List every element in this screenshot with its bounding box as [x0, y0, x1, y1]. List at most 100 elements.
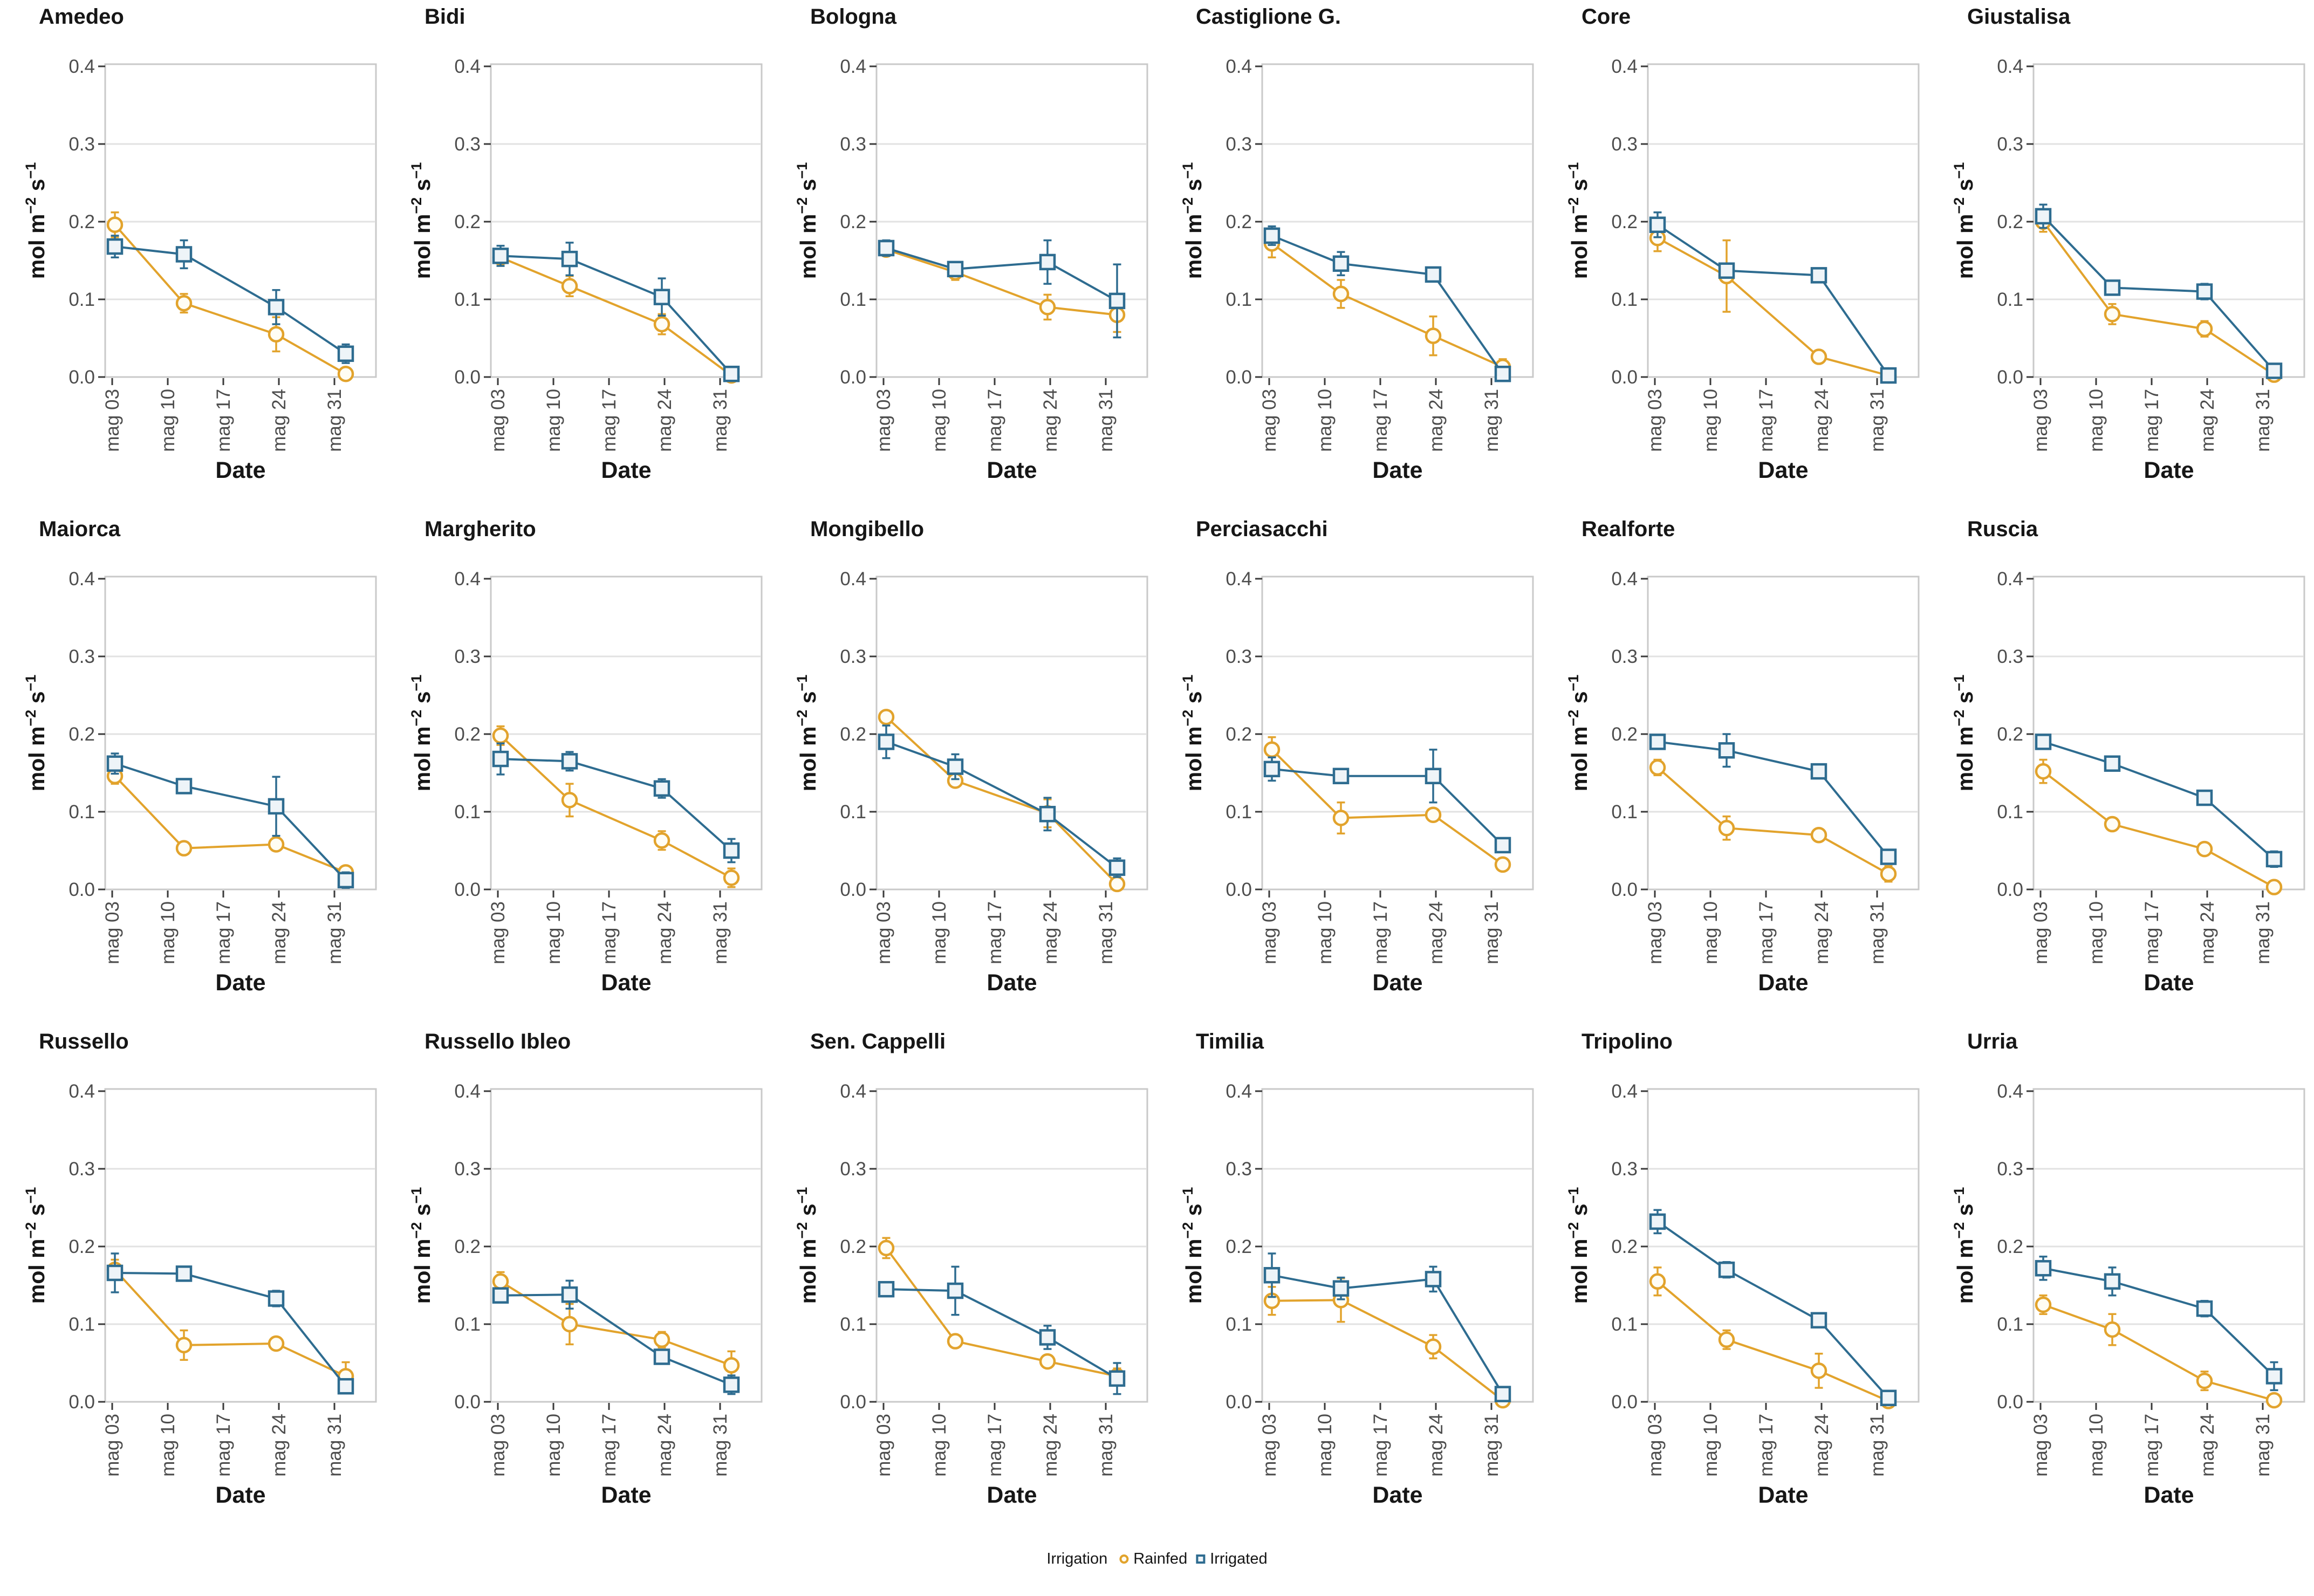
x-tick-label: mag 03: [873, 1414, 894, 1477]
y-tick-label: 0.3: [1611, 1159, 1638, 1180]
y-tick-label: 0.1: [1611, 289, 1638, 310]
rainfed-series: [1649, 758, 1897, 883]
facet-chart: 0.0 0.1 0.2 0.3 0.4 mag 03 mag 10 mag 17 mag 24 m…: [1565, 1030, 1920, 1508]
y-tick-label: 0.4: [69, 56, 95, 77]
irrigated-point: [947, 261, 964, 278]
y-tick-label: 0.0: [454, 367, 481, 388]
facet-giustalisa: 0.0 0.1 0.2 0.3 0.4 mag 03 mag 10 mag 17 mag 24 m…: [1928, 0, 2314, 512]
y-tick-label: 0.1: [840, 802, 866, 823]
irrigated-square-icon: [1196, 1554, 1206, 1564]
irrigated-point: [2035, 734, 2052, 750]
y-tick-label: 0.2: [1997, 1236, 2023, 1257]
x-tick-label: mag 10: [1315, 901, 1336, 964]
y-axis-title: mol m−2 s−1: [1180, 162, 1206, 279]
irrigated-point: [1649, 216, 1666, 234]
y-axis-title: mol m−2 s−1: [408, 1187, 435, 1304]
x-tick-label: mag 03: [1259, 1414, 1280, 1477]
y-tick-label: 0.0: [1997, 879, 2023, 900]
y-tick-label: 0.0: [454, 879, 481, 900]
facet-amedeo: 0.0 0.1 0.2 0.3 0.4 mag 03 mag 10 mag 17 mag 24 m…: [0, 0, 386, 512]
x-tick-label: mag 24: [654, 389, 675, 452]
irrigated-point: [337, 1378, 354, 1395]
irrigated-point: [1425, 1271, 1442, 1287]
irrigated-point: [2265, 362, 2283, 379]
x-tick-label: mag 10: [2086, 389, 2107, 452]
x-tick-label: mag 03: [102, 389, 123, 452]
irrigated-series: [2035, 203, 2283, 379]
legend-item-rainfed: Rainfed: [1119, 1550, 1187, 1568]
rainfed-point: [2104, 306, 2121, 323]
rainfed-point: [1718, 819, 1735, 837]
legend: Irrigation Rainfed Irrigated: [1046, 1550, 1267, 1568]
facet-bologna: 0.0 0.1 0.2 0.3 0.4 mag 03 mag 10 mag 17 mag 24 m…: [771, 0, 1157, 512]
y-axis-title: mol m−2 s−1: [1180, 1187, 1206, 1304]
irrigated-point: [1880, 1389, 1897, 1407]
x-tick-label: mag 17: [1370, 901, 1391, 964]
x-tick-label: mag 10: [1700, 1414, 1721, 1477]
facet-title: Timilia: [1196, 1030, 1264, 1053]
x-tick-label: mag 24: [1040, 901, 1061, 964]
y-tick-label: 0.2: [840, 211, 866, 232]
y-tick-label: 0.1: [69, 1314, 95, 1335]
x-tick-label: mag 10: [1700, 389, 1721, 452]
x-tick-label: mag 17: [984, 901, 1005, 964]
x-tick-label: mag 24: [269, 1414, 290, 1477]
rainfed-point: [1332, 810, 1350, 826]
irrigated-point: [1880, 848, 1897, 865]
y-tick-label: 0.4: [840, 568, 866, 590]
rainfed-point: [492, 1273, 509, 1290]
irrigated-point: [175, 246, 193, 263]
irrigated-point: [1425, 768, 1442, 785]
rainfed-series: [492, 1271, 740, 1380]
x-tick-label: mag 24: [1040, 1414, 1061, 1477]
rainfed-point: [878, 1239, 895, 1257]
x-tick-label: mag 03: [102, 1414, 123, 1477]
x-tick-label: mag 17: [1756, 901, 1777, 964]
x-tick-label: mag 10: [929, 901, 950, 964]
irrigated-point: [2196, 283, 2213, 300]
irrigated-point: [492, 1287, 509, 1304]
y-tick-label: 0.3: [840, 1159, 866, 1180]
irrigated-point: [1718, 262, 1735, 279]
facet-title: Ruscia: [1967, 517, 2038, 541]
x-tick-label: mag 31: [1867, 901, 1888, 964]
x-tick-label: mag 31: [2253, 901, 2274, 964]
facet-title: Maiorca: [39, 517, 121, 541]
irrigated-point: [723, 842, 740, 859]
y-tick-label: 0.0: [1226, 367, 1252, 388]
y-tick-label: 0.3: [454, 1159, 481, 1180]
y-tick-label: 0.3: [1997, 646, 2023, 667]
y-tick-label: 0.3: [1611, 134, 1638, 155]
y-tick-label: 0.3: [69, 646, 95, 667]
y-tick-label: 0.1: [69, 802, 95, 823]
irrigated-point: [878, 239, 895, 257]
irrigated-point: [653, 780, 670, 797]
rainfed-point: [2196, 320, 2213, 337]
y-tick-label: 0.0: [1997, 367, 2023, 388]
facet-tripolino: 0.0 0.1 0.2 0.3 0.4 mag 03 mag 10 mag 17 mag 24 m…: [1543, 1025, 1928, 1537]
x-axis-title: Date: [1758, 457, 1808, 483]
x-tick-label: mag 03: [873, 389, 894, 452]
irrigated-point: [723, 365, 740, 382]
rainfed-point: [878, 709, 895, 725]
x-tick-label: mag 24: [654, 1414, 675, 1477]
x-tick-label: mag 10: [543, 901, 564, 964]
facet-chart: 0.0 0.1 0.2 0.3 0.4 mag 03 mag 10 mag 17 mag 24 m…: [1951, 5, 2305, 483]
x-axis-title: Date: [1372, 457, 1422, 483]
x-axis-title: Date: [215, 1482, 265, 1508]
irrigated-point: [106, 1264, 124, 1282]
legend-item-irrigated: Irrigated: [1196, 1550, 1268, 1568]
irrigated-point: [2265, 1368, 2283, 1385]
irrigated-point: [723, 1376, 740, 1393]
irrigated-point: [1494, 1386, 1511, 1402]
y-tick-label: 0.0: [69, 1392, 95, 1413]
facet-title: Margherito: [425, 517, 536, 541]
x-tick-label: mag 03: [102, 901, 123, 964]
x-tick-label: mag 24: [269, 389, 290, 452]
facet-title: Sen. Cappelli: [810, 1030, 946, 1053]
irrigated-point: [2035, 208, 2052, 225]
x-tick-label: mag 17: [2141, 389, 2162, 452]
y-tick-label: 0.4: [1226, 568, 1252, 590]
facet-title: Perciasacchi: [1196, 517, 1328, 541]
